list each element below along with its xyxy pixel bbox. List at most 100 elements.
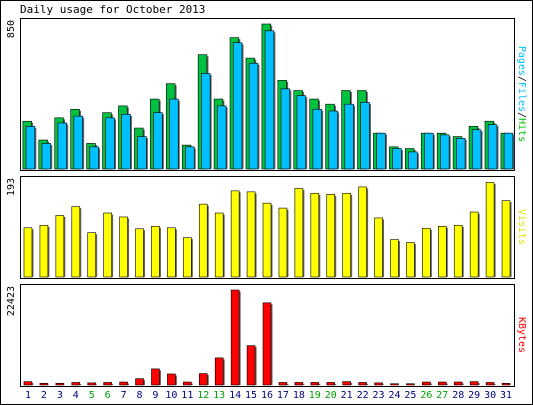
x-tick-label-day-16: 16: [261, 390, 273, 401]
x-tick-label-day-17: 17: [277, 390, 289, 401]
bar-files-day-11: [185, 146, 195, 170]
bar-visits-day-16: [262, 202, 272, 278]
bar-files-day-18: [296, 95, 307, 170]
bar-kbytes-day-6: [103, 382, 112, 386]
bar-files-day-15: [248, 62, 259, 170]
bar-kbytes-day-31: [501, 383, 511, 386]
side-label-part: Hits: [516, 118, 527, 142]
bar-kbytes-day-24: [390, 383, 399, 386]
bar-kbytes-day-29: [469, 381, 479, 386]
x-tick-label-day-22: 22: [357, 390, 369, 401]
bar-kbytes-day-16: [262, 302, 272, 386]
x-tick-label-day-6: 6: [105, 390, 111, 401]
bar-kbytes-day-11: [183, 381, 192, 386]
bar-files-day-12: [201, 73, 211, 170]
bar-files-day-20: [328, 110, 338, 170]
x-tick-label-day-1: 1: [25, 390, 31, 401]
bar-visits-day-2: [39, 225, 49, 278]
chart-title: Daily usage for October 2013: [20, 3, 206, 16]
x-tick-label-day-27: 27: [436, 390, 448, 401]
side-label-part: Files: [516, 82, 527, 112]
bar-visits-day-7: [119, 216, 128, 278]
bar-visits-day-21: [342, 193, 351, 278]
bar-visits-day-13: [214, 212, 224, 278]
bar-files-day-8: [137, 136, 147, 170]
x-tick-label-day-3: 3: [57, 390, 63, 401]
bar-visits-day-29: [469, 211, 479, 278]
bar-kbytes-day-9: [151, 368, 160, 386]
bar-visits-day-20: [326, 194, 336, 278]
bar-visits-day-25: [406, 242, 415, 278]
bar-files-day-5: [89, 146, 99, 170]
bar-visits-day-15: [246, 191, 256, 278]
side-label-part: Visits: [516, 209, 527, 245]
x-tick-label-day-29: 29: [468, 390, 480, 401]
bar-kbytes-day-17: [278, 382, 288, 386]
bar-visits-day-12: [198, 203, 208, 278]
x-tick-label-day-28: 28: [452, 390, 464, 401]
bar-files-day-25: [408, 151, 418, 170]
bar-kbytes-day-2: [39, 383, 49, 386]
bar-files-day-29: [471, 129, 482, 170]
bar-files-day-4: [73, 115, 83, 170]
bar-visits-day-14: [230, 190, 240, 278]
bar-visits-day-6: [103, 212, 112, 278]
x-tick-label-day-14: 14: [229, 390, 241, 401]
bar-visits-day-31: [501, 200, 511, 278]
x-tick-label-day-15: 15: [245, 390, 257, 401]
x-tick-label-day-9: 9: [152, 390, 158, 401]
bar-visits-day-11: [183, 237, 192, 278]
bar-files-day-14: [232, 42, 243, 170]
bar-files-day-26: [424, 132, 434, 170]
bar-visits-day-4: [71, 206, 81, 278]
bar-visits-day-17: [278, 207, 288, 278]
x-tick-label-day-21: 21: [341, 390, 353, 401]
bar-kbytes-day-19: [310, 382, 320, 386]
bar-kbytes-day-30: [485, 382, 495, 386]
bar-kbytes-day-12: [198, 373, 208, 386]
side-label-part: /: [516, 76, 527, 82]
bar-visits-day-24: [390, 239, 399, 278]
bar-kbytes-day-20: [326, 382, 336, 386]
bar-files-day-21: [344, 103, 354, 170]
bar-files-day-10: [169, 98, 179, 170]
bar-kbytes-day-26: [422, 381, 431, 386]
bar-files-day-7: [121, 114, 131, 170]
bar-files-day-6: [105, 117, 115, 170]
bar-kbytes-day-22: [358, 382, 367, 386]
x-tick-label-day-18: 18: [293, 390, 305, 401]
bar-kbytes-day-3: [55, 383, 65, 386]
bar-kbytes-day-13: [214, 357, 224, 386]
bar-kbytes-day-27: [438, 381, 447, 386]
x-tick-label-day-4: 4: [73, 390, 79, 401]
bar-kbytes-day-1: [23, 381, 33, 386]
bar-files-day-16: [264, 30, 275, 170]
x-tick-label-day-25: 25: [404, 390, 416, 401]
bar-visits-day-9: [151, 226, 160, 278]
bar-kbytes-day-4: [71, 382, 81, 386]
bar-files-day-17: [280, 88, 291, 170]
x-tick-label-day-19: 19: [309, 390, 321, 401]
bar-kbytes-day-15: [246, 345, 256, 386]
x-tick-label-day-12: 12: [197, 390, 209, 401]
bar-visits-day-18: [294, 188, 304, 278]
x-tick-label-day-13: 13: [213, 390, 225, 401]
bar-visits-day-27: [438, 226, 447, 278]
bar-files-day-19: [312, 108, 322, 170]
bar-files-day-2: [41, 143, 52, 170]
bar-files-day-30: [487, 124, 498, 170]
bar-visits-day-23: [374, 217, 383, 278]
x-tick-label-day-30: 30: [484, 390, 496, 401]
bar-kbytes-day-8: [135, 378, 144, 386]
bar-visits-day-19: [310, 193, 320, 278]
bar-visits-day-5: [87, 232, 96, 278]
bar-kbytes-day-7: [119, 381, 128, 386]
panel-visits: 193 Visits: [6, 176, 527, 279]
bar-visits-day-30: [485, 182, 495, 278]
panel-max-label-kbytes: 22423: [6, 286, 17, 316]
bar-kbytes-day-10: [167, 373, 176, 386]
bar-files-day-22: [360, 102, 370, 170]
bar-visits-day-8: [135, 228, 144, 278]
